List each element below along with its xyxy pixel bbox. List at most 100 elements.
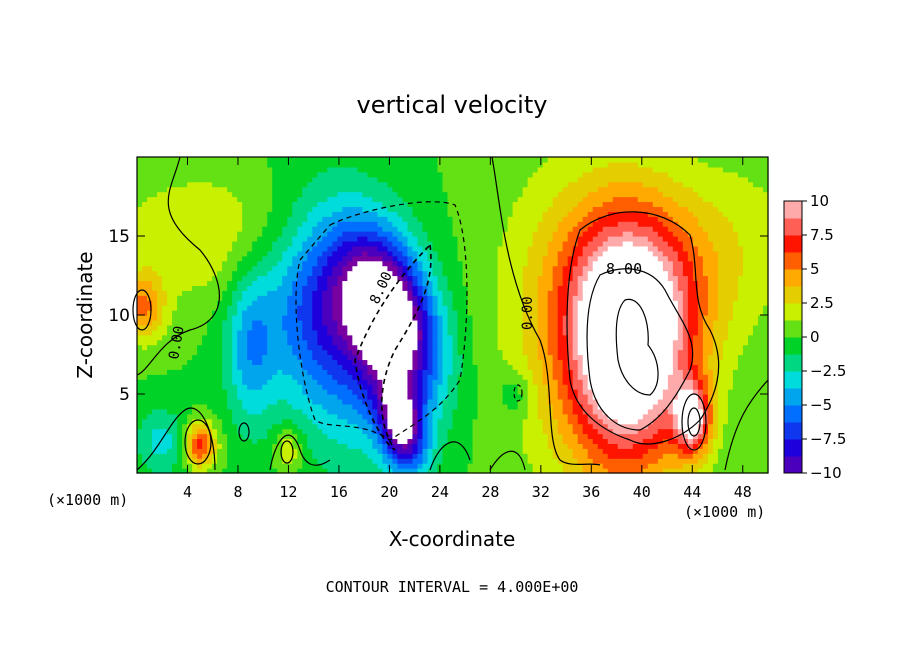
heatmap-cell	[282, 418, 288, 425]
heatmap-cell	[387, 369, 394, 375]
heatmap-cell	[732, 369, 739, 375]
heatmap-cell	[632, 319, 639, 326]
heatmap-cell	[637, 374, 644, 380]
heatmap-cell	[402, 443, 409, 449]
heatmap-cell	[637, 428, 644, 435]
heatmap-cell	[172, 295, 178, 301]
heatmap-cell	[167, 329, 173, 336]
heatmap-cell	[362, 408, 368, 415]
heatmap-cell	[577, 344, 584, 351]
heatmap-cell	[607, 349, 614, 356]
heatmap-cell	[632, 408, 639, 415]
heatmap-cell	[522, 354, 529, 361]
heatmap-cell	[247, 349, 253, 356]
heatmap-cell	[312, 423, 318, 430]
heatmap-cell	[337, 359, 343, 365]
heatmap-cell	[467, 344, 474, 351]
heatmap-cell	[242, 389, 248, 395]
heatmap-cell	[647, 285, 654, 291]
heatmap-cell	[607, 319, 614, 326]
heatmap-cell	[407, 438, 414, 444]
heatmap-cell	[207, 384, 213, 390]
heatmap-cell	[432, 315, 439, 321]
heatmap-cell	[592, 359, 599, 365]
heatmap-cell	[547, 280, 554, 286]
heatmap-cell	[442, 438, 449, 444]
heatmap-cell	[452, 423, 459, 430]
heatmap-cell	[677, 438, 684, 444]
heatmap-cell	[142, 369, 148, 375]
heatmap-cell	[242, 453, 248, 459]
heatmap-cell	[517, 403, 524, 410]
heatmap-cell	[222, 418, 228, 425]
heatmap-cell	[322, 369, 328, 375]
heatmap-cell	[502, 394, 509, 400]
heatmap-cell	[542, 280, 549, 286]
heatmap-cell	[347, 354, 353, 361]
heatmap-cell	[462, 369, 469, 375]
heatmap-cell	[397, 418, 404, 425]
heatmap-cell	[687, 280, 694, 286]
heatmap-cell	[397, 453, 404, 459]
heatmap-cell	[557, 438, 564, 444]
heatmap-cell	[712, 389, 719, 395]
heatmap-cell	[737, 394, 744, 400]
heatmap-cell	[577, 433, 584, 440]
heatmap-cell	[482, 310, 489, 316]
heatmap-cell	[242, 349, 248, 356]
heatmap-cell	[192, 394, 198, 400]
heatmap-cell	[207, 275, 213, 282]
heatmap-cell	[572, 384, 579, 390]
heatmap-cell	[352, 295, 358, 301]
heatmap-cell	[382, 344, 388, 351]
heatmap-cell	[687, 423, 694, 430]
heatmap-cell	[637, 364, 644, 370]
heatmap-cell	[197, 398, 203, 405]
heatmap-cell	[617, 334, 624, 341]
heatmap-cell	[257, 408, 263, 415]
heatmap-cell	[467, 290, 474, 296]
heatmap-cell	[262, 384, 268, 390]
heatmap-cell	[367, 319, 373, 326]
heatmap-cell	[262, 468, 268, 474]
heatmap-cell	[422, 428, 429, 435]
heatmap-cell	[602, 310, 609, 316]
heatmap-cell	[417, 458, 424, 464]
heatmap-cell	[652, 349, 659, 356]
heatmap-cell	[277, 359, 283, 365]
heatmap-cell	[222, 354, 228, 361]
heatmap-cell	[617, 369, 624, 375]
heatmap-cell	[597, 403, 604, 410]
heatmap-cell	[267, 389, 273, 395]
heatmap-cell	[287, 315, 293, 321]
heatmap-cell	[582, 354, 589, 361]
heatmap-cell	[297, 438, 303, 444]
heatmap-cell	[137, 295, 143, 301]
heatmap-cell	[692, 290, 699, 296]
heatmap-cell	[427, 285, 434, 291]
heatmap-cell	[607, 463, 614, 469]
heatmap-cell	[682, 374, 689, 380]
heatmap-cell	[302, 369, 308, 375]
heatmap-cell	[262, 453, 268, 459]
heatmap-cell	[562, 319, 569, 326]
heatmap-cell	[337, 453, 343, 459]
heatmap-cell	[327, 448, 333, 454]
heatmap-cell	[647, 408, 654, 415]
heatmap-cell	[547, 329, 554, 336]
heatmap-cell	[252, 403, 258, 410]
heatmap-cell	[582, 418, 589, 425]
heatmap-cell	[262, 463, 268, 469]
heatmap-cell	[737, 453, 744, 459]
heatmap-cell	[362, 463, 368, 469]
heatmap-cell	[742, 300, 749, 306]
heatmap-cell	[367, 374, 373, 380]
heatmap-cell	[342, 394, 348, 400]
heatmap-cell	[237, 413, 243, 420]
heatmap-cell	[312, 408, 318, 415]
heatmap-cell	[647, 339, 654, 346]
heatmap-cell	[367, 295, 373, 301]
heatmap-cell	[587, 354, 594, 361]
heatmap-cell	[507, 300, 514, 306]
heatmap-cell	[582, 339, 589, 346]
